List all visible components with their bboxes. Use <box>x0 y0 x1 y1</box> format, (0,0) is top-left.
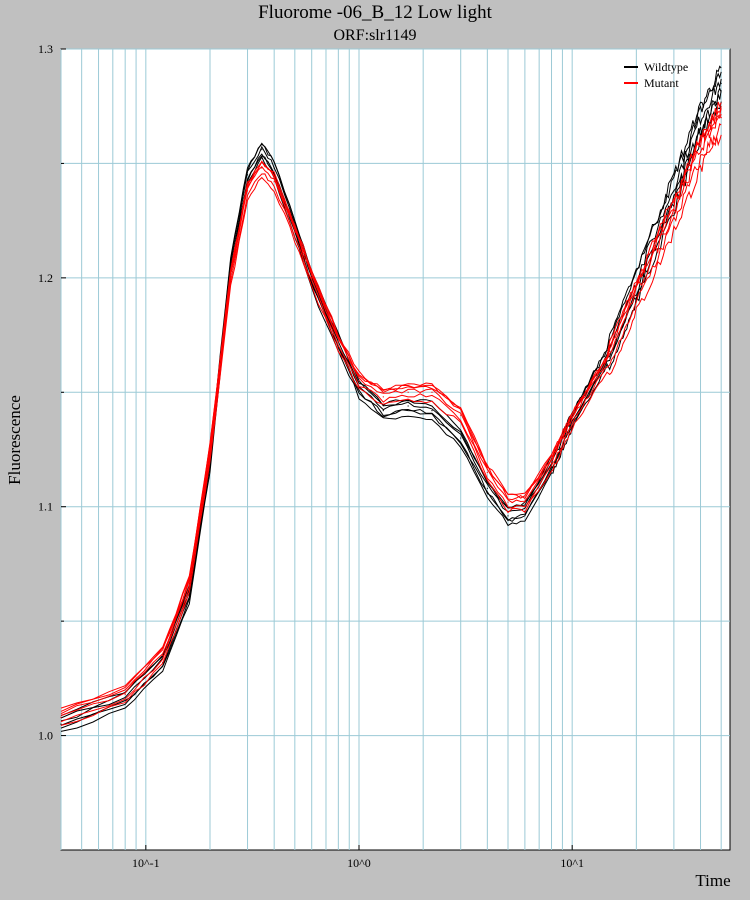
series-line <box>60 78 722 722</box>
data-point <box>294 231 296 233</box>
data-point <box>230 277 232 279</box>
series-group <box>60 65 722 732</box>
data-point <box>673 213 675 215</box>
y-tick-label: 1.0 <box>38 729 53 743</box>
data-point <box>431 409 433 412</box>
legend: Wildtype Mutant <box>624 60 688 90</box>
axes: 1.0 1.1 1.2 1.3 10^-1 10^0 10^1 <box>38 42 584 870</box>
grid <box>60 48 730 850</box>
data-point <box>273 181 275 183</box>
series-mutant <box>60 101 722 726</box>
y-tick-label: 1.3 <box>38 42 53 56</box>
legend-entry: Wildtype <box>644 60 688 74</box>
data-point <box>162 654 164 657</box>
data-point <box>311 277 313 279</box>
series-line <box>60 114 722 716</box>
data-point <box>261 167 263 169</box>
data-point <box>407 405 409 407</box>
data-point <box>699 121 702 123</box>
series-line <box>60 108 722 715</box>
data-point <box>507 501 509 503</box>
legend-entry: Mutant <box>644 76 679 90</box>
data-point <box>460 437 462 439</box>
data-point <box>720 117 722 119</box>
data-point <box>431 391 433 393</box>
data-point <box>460 414 462 416</box>
data-point <box>209 451 211 453</box>
data-point <box>486 471 488 473</box>
data-point <box>60 723 62 725</box>
data-point <box>60 716 62 718</box>
data-point <box>720 82 722 84</box>
y-tick-label: 1.1 <box>38 500 53 514</box>
data-point <box>382 409 384 412</box>
data-point <box>550 462 553 464</box>
data-point <box>673 190 675 192</box>
data-point <box>273 167 275 169</box>
data-point <box>337 341 339 343</box>
plot-area <box>60 48 731 851</box>
data-point <box>246 190 249 192</box>
data-point <box>382 396 384 398</box>
x-tick-label: 10^1 <box>560 856 584 870</box>
series-line <box>60 134 722 726</box>
chart-title: Fluorome -06_B_12 Low light <box>258 2 492 23</box>
x-tick-label: 10^-1 <box>132 856 160 870</box>
data-point <box>358 380 360 382</box>
y-tick-label: 1.2 <box>38 271 53 285</box>
data-point <box>507 515 509 517</box>
data-point <box>261 149 263 151</box>
y-axis-label: Fluorescence <box>5 395 24 485</box>
x-tick-label: 10^0 <box>347 856 371 870</box>
data-point <box>188 583 190 586</box>
data-point <box>486 487 488 490</box>
data-point <box>571 419 573 421</box>
data-point <box>699 151 702 153</box>
data-point <box>635 295 637 297</box>
data-point <box>124 693 126 695</box>
data-point <box>246 174 249 176</box>
data-point <box>407 391 409 393</box>
data-point <box>609 357 611 359</box>
chart-subtitle: ORF:slr1149 <box>333 27 417 44</box>
x-axis-label: Time <box>695 871 730 890</box>
data-point <box>524 501 526 503</box>
series-line <box>60 123 722 723</box>
